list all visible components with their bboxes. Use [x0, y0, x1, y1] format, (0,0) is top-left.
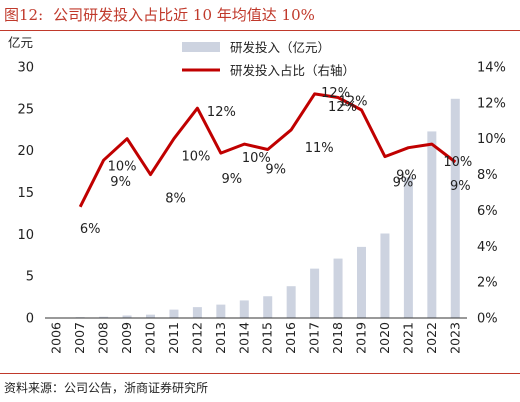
x-tick-label: 2013 [213, 322, 228, 354]
data-labels: 6%9%10%8%10%12%9%10%9%11%12%12%12%9%9%10… [80, 86, 472, 237]
line-series [78, 92, 457, 208]
line-data-label: 9% [396, 169, 417, 184]
bar-2016 [286, 286, 296, 318]
source-rule [0, 373, 520, 374]
y-left-tick-label: 5 [26, 270, 34, 285]
y-right-tick-label: 2% [477, 276, 498, 291]
bar-2015 [263, 296, 273, 318]
bar-2017 [310, 268, 320, 318]
line-data-label: 8% [165, 192, 186, 207]
ratio-line [78, 92, 457, 208]
x-tick-label: 2009 [119, 322, 134, 354]
y-right-tick-label: 6% [477, 204, 498, 219]
bar-2008 [99, 316, 109, 318]
y-left-unit-label: 亿元 [8, 35, 33, 50]
y-left-tick-label: 30 [17, 61, 34, 76]
x-tick-label: 2019 [354, 322, 369, 354]
x-tick-label: 2018 [330, 322, 345, 354]
x-tick-label: 2023 [447, 322, 462, 354]
line-data-label: 6% [80, 222, 101, 237]
legend: 研发投入（亿元） 研发投入占比（右轴） [182, 40, 355, 78]
legend-swatch-bar [182, 42, 220, 52]
x-tick-label: 2007 [72, 322, 87, 354]
legend-label-bar: 研发投入（亿元） [230, 40, 330, 55]
y-left-tick-label: 0 [26, 312, 34, 327]
figure-number: 图12: [4, 6, 44, 24]
axes: 0 5 10 15 20 25 30 亿元 0% 2% 4% 6% 8% 10% 12% 14% 2006 200… [8, 35, 506, 354]
legend-label-line: 研发投入占比（右轴） [230, 63, 355, 78]
y-right-tick-label: 4% [477, 240, 498, 255]
y-right-tick-label: 0% [477, 312, 498, 327]
bar-2021 [403, 177, 413, 318]
x-tick-label: 2015 [260, 322, 275, 354]
title-rule [0, 30, 520, 31]
line-data-label: 10% [242, 151, 271, 166]
figure-title-text: 公司研发投入占比近 10 年均值达 10% [53, 6, 315, 24]
line-data-label: 12% [328, 100, 357, 115]
line-data-label: 12% [321, 86, 350, 101]
x-tick-label: 2010 [143, 322, 158, 354]
line-data-label: 9% [222, 172, 243, 187]
x-tick-label: 2008 [96, 322, 111, 354]
y-left-tick-label: 20 [17, 144, 34, 159]
line-data-label: 12% [207, 105, 236, 120]
bar-2019 [357, 246, 366, 318]
line-data-label: 10% [443, 155, 472, 170]
y-left-tick-label: 15 [17, 186, 34, 201]
x-tick-label: 2006 [49, 322, 64, 354]
line-data-label: 11% [305, 141, 334, 156]
x-tick-label: 2014 [236, 322, 251, 354]
bar-2023 [450, 98, 460, 318]
y-left-tick-label: 10 [17, 228, 34, 243]
x-tick-label: 2016 [283, 322, 298, 354]
bar-2009 [122, 315, 132, 318]
bar-2011 [169, 309, 179, 318]
bar-2013 [216, 304, 226, 318]
bar-2010 [146, 314, 155, 318]
line-data-label: 9% [265, 162, 286, 177]
line-data-label: 9% [393, 176, 414, 191]
bar-2018 [333, 258, 343, 318]
line-data-label: 12% [339, 94, 368, 109]
y-left-tick-label: 25 [17, 102, 34, 117]
x-tick-label: 2011 [166, 322, 181, 354]
line-data-label: 10% [181, 150, 210, 165]
y-right-tick-label: 10% [477, 132, 506, 147]
x-tick-label: 2012 [189, 322, 204, 354]
x-tick-label: 2017 [307, 322, 322, 354]
y-right-tick-label: 8% [477, 168, 498, 183]
bar-2014 [239, 300, 249, 318]
bar-2020 [380, 233, 390, 318]
x-tick-label: 2021 [400, 322, 415, 354]
figure-title: 图12: 公司研发投入占比近 10 年均值达 10% [4, 4, 315, 25]
bar-2012 [192, 307, 202, 318]
y-right-tick-label: 14% [477, 61, 506, 76]
bar-2022 [427, 131, 437, 318]
line-data-label: 9% [110, 175, 131, 190]
bar-series [52, 98, 460, 319]
x-tick-label: 2022 [424, 322, 439, 354]
y-right-tick-label: 12% [477, 96, 506, 111]
line-data-label: 10% [108, 160, 137, 175]
line-data-label: 9% [450, 179, 471, 194]
source-note: 资料来源：公司公告，浙商证券研究所 [4, 381, 209, 395]
x-tick-label: 2020 [377, 322, 392, 354]
